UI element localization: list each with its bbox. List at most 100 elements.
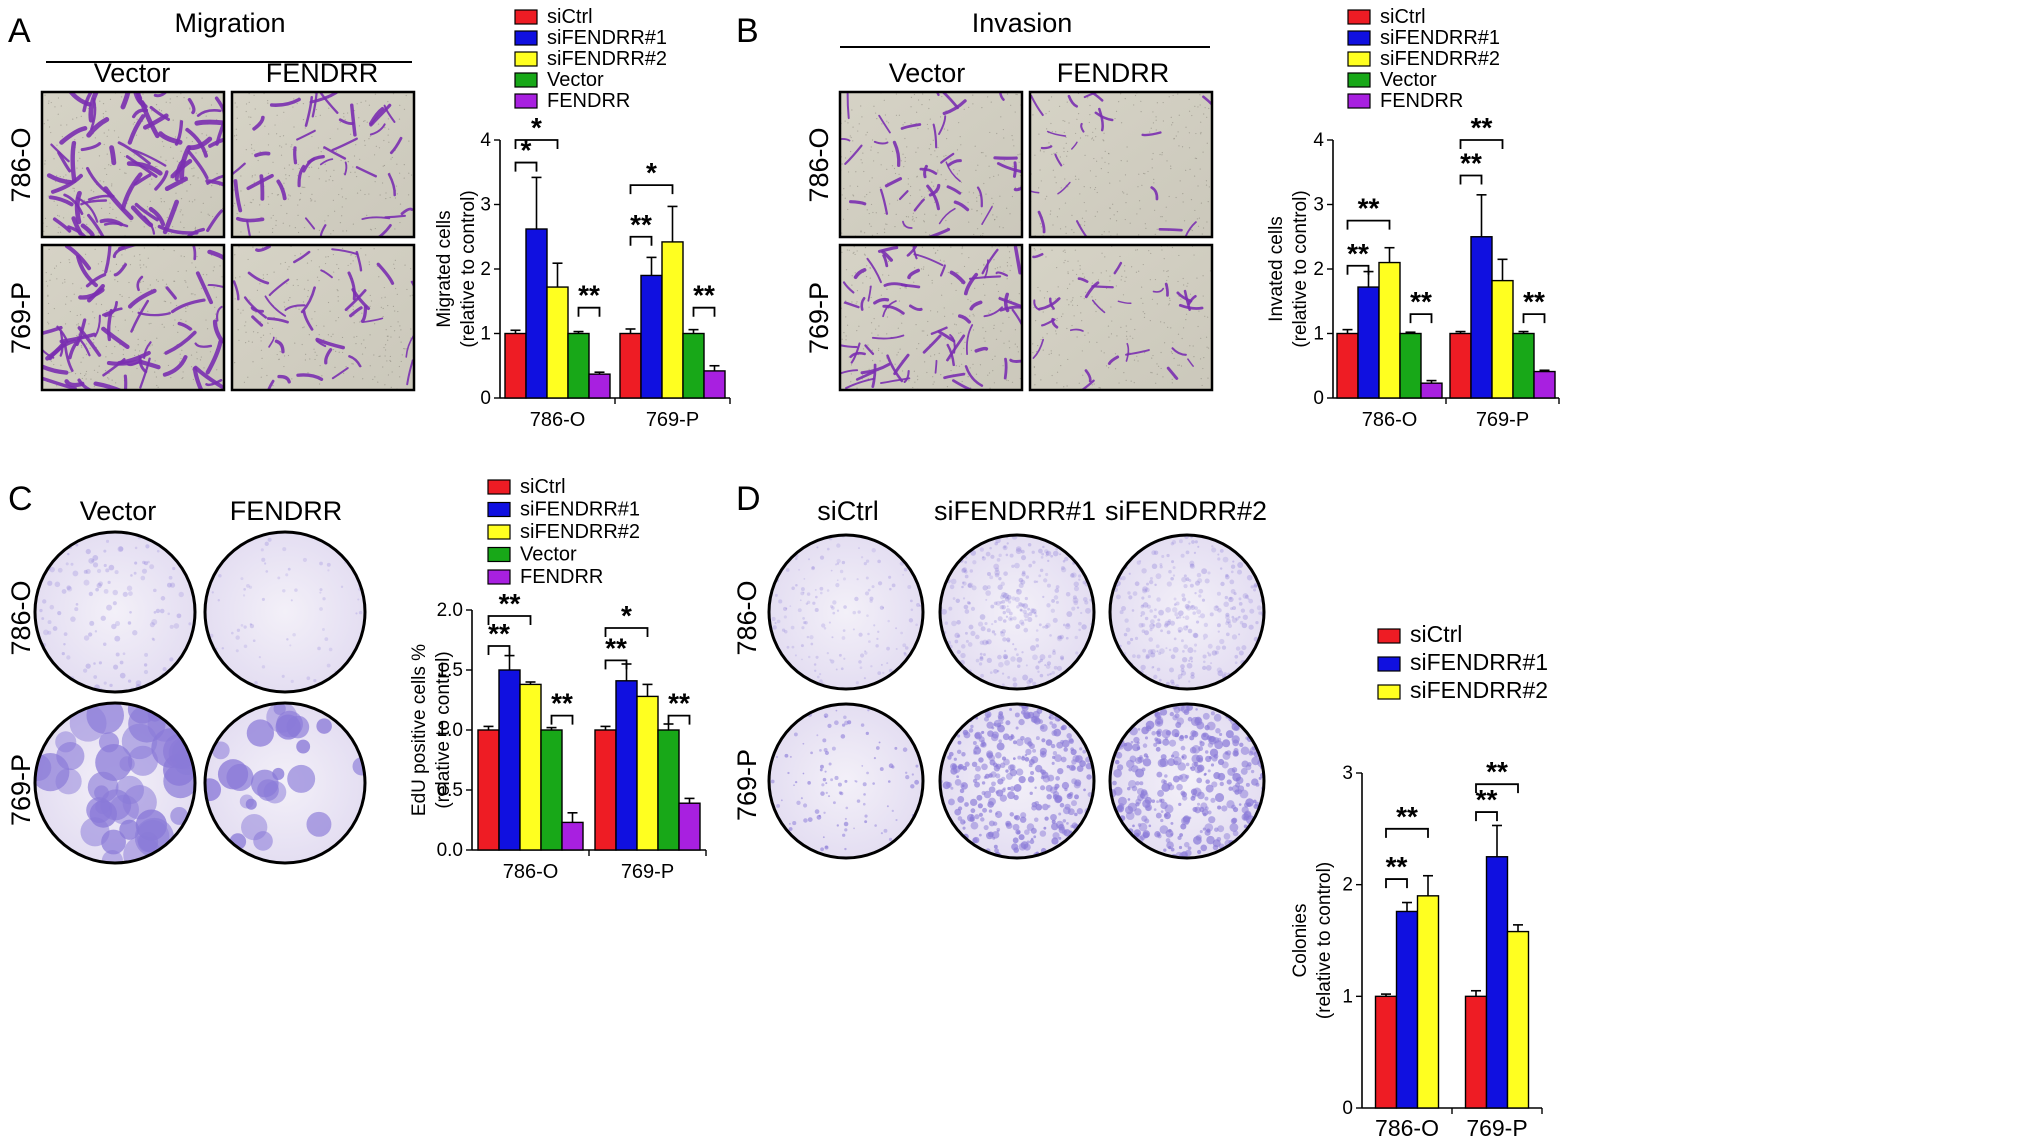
colony: [1014, 647, 1017, 651]
colony: [1175, 601, 1180, 606]
colony: [831, 606, 835, 610]
colony: [1045, 551, 1050, 556]
colony: [1196, 802, 1201, 806]
colony: [1215, 645, 1221, 651]
colony: [1052, 550, 1059, 557]
colony: [829, 658, 832, 662]
legend-swatch: [1377, 656, 1401, 672]
stained-cell: [1091, 299, 1106, 314]
colony: [1173, 597, 1177, 601]
colony: [306, 811, 332, 837]
colony: [205, 778, 222, 802]
dish-769p-sifendrr2: [1108, 702, 1266, 860]
colony: [993, 633, 997, 636]
colony: [1047, 774, 1055, 782]
colony: [823, 811, 826, 814]
colony: [1227, 623, 1233, 629]
colony: [88, 591, 94, 597]
colony: [1136, 832, 1140, 837]
colony: [1185, 762, 1190, 767]
colony: [1246, 574, 1253, 581]
stained-cell: [879, 188, 889, 215]
colony: [1005, 772, 1013, 780]
significance-stars: **: [551, 688, 573, 719]
colony: [1150, 648, 1156, 655]
stained-cell: [881, 250, 893, 262]
colony: [1051, 837, 1059, 845]
colony: [1211, 545, 1214, 548]
colony: [1085, 762, 1093, 770]
stained-cell: [902, 220, 913, 229]
colony: [1217, 553, 1220, 556]
colony: [1055, 600, 1059, 604]
colony: [792, 821, 797, 826]
stained-cell: [855, 370, 876, 381]
micrograph-cells: [42, 245, 224, 390]
colony: [1017, 755, 1022, 760]
colony: [991, 831, 1000, 839]
colony: [784, 630, 788, 634]
stained-cell: [57, 151, 72, 173]
stained-cell: [1032, 252, 1044, 259]
colony: [1034, 611, 1037, 615]
colony: [327, 569, 330, 572]
stained-cell: [867, 285, 872, 302]
colony: [1003, 649, 1007, 653]
colony: [1214, 827, 1219, 832]
stained-cell: [207, 249, 224, 261]
colony: [1020, 609, 1023, 612]
panel-d: D siCtrl siFENDRR#1 siFENDRR#2 786-O 769…: [732, 480, 1548, 1141]
stained-cell: [157, 224, 199, 235]
colony: [1217, 608, 1222, 613]
colony: [804, 620, 808, 625]
y-tick-label: 0.0: [437, 840, 463, 861]
bar: [1357, 286, 1380, 399]
colony: [1018, 834, 1025, 841]
colony: [982, 807, 988, 813]
significance-bracket: [550, 714, 574, 725]
colony: [1171, 540, 1177, 545]
colony: [1182, 795, 1188, 801]
colony: [1202, 665, 1207, 671]
colony: [1161, 779, 1166, 784]
colony: [1045, 550, 1052, 557]
colony: [996, 827, 1001, 832]
dish-rim: [203, 701, 367, 865]
micrograph-frame: [230, 243, 416, 392]
stained-cell: [1067, 94, 1079, 108]
colony: [1189, 746, 1197, 754]
colony: [65, 562, 69, 566]
colony: [1023, 712, 1031, 720]
colony: [800, 587, 805, 592]
colony: [841, 560, 846, 565]
micrograph-769p-vector: [40, 243, 226, 392]
colony: [1128, 779, 1137, 789]
colony: [1141, 596, 1145, 600]
colony: [1230, 570, 1234, 574]
colony: [89, 620, 95, 626]
stained-cell: [80, 199, 108, 206]
colony: [1189, 735, 1195, 741]
stained-cell: [981, 205, 993, 225]
stained-cell: [185, 127, 209, 158]
stained-cell: [302, 309, 314, 331]
colony: [1168, 648, 1172, 652]
colony: [826, 652, 829, 655]
colony: [1119, 644, 1122, 648]
colony: [1159, 758, 1169, 768]
dish-rim: [33, 701, 197, 865]
colony: [1190, 671, 1195, 677]
colony: [774, 621, 777, 625]
colony: [821, 623, 826, 628]
stained-cell: [296, 373, 324, 381]
colony: [96, 582, 102, 589]
colony: [1127, 802, 1137, 812]
colony: [995, 773, 1001, 779]
colony: [1141, 623, 1146, 628]
colony: [1002, 619, 1007, 623]
colony: [888, 575, 892, 579]
stained-cell: [1125, 342, 1130, 362]
